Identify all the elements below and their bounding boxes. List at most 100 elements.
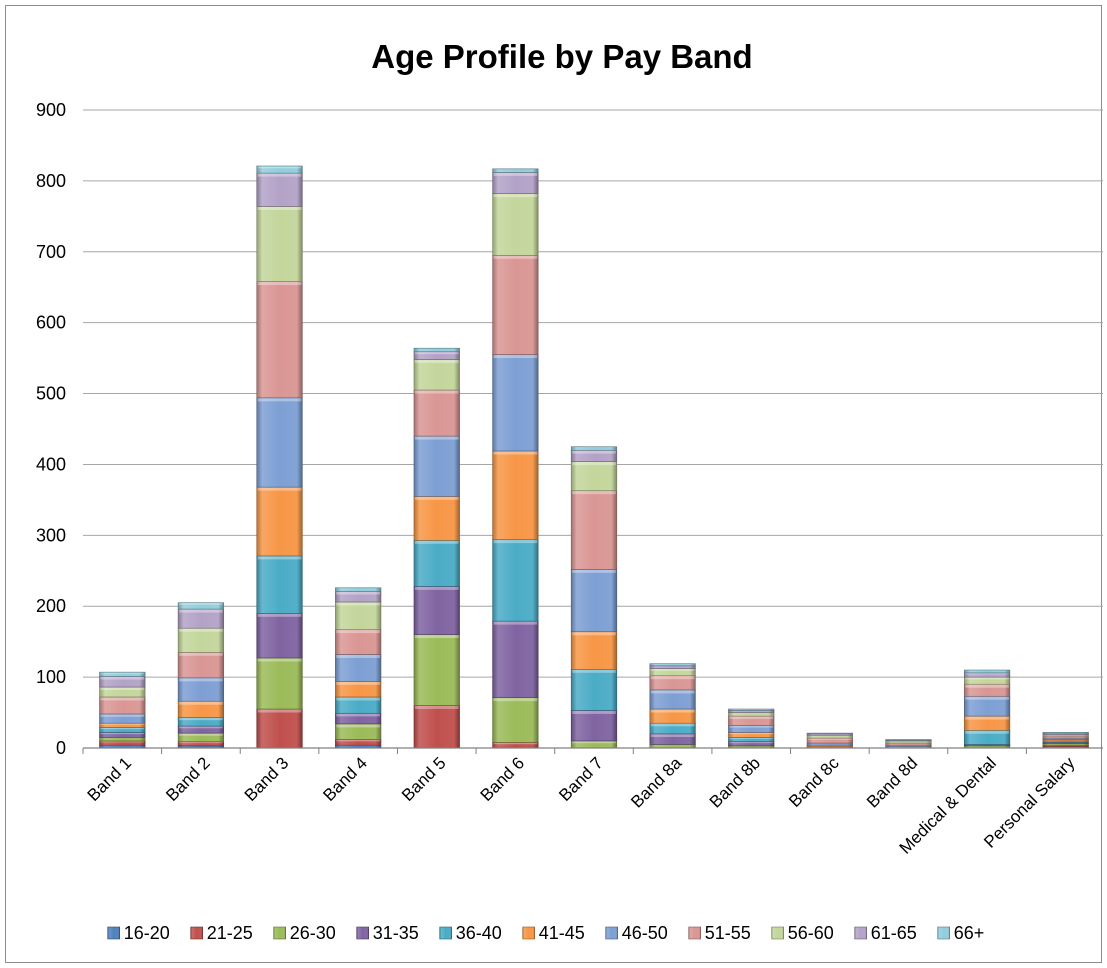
bar-segment-highlight <box>179 718 223 721</box>
bar-segment <box>806 732 853 735</box>
x-category-label: Band 4 <box>319 753 371 805</box>
bar-segment <box>256 613 303 659</box>
bar-segment <box>649 665 696 669</box>
bar-segment <box>963 669 1011 674</box>
bar-segment-highlight <box>572 462 616 466</box>
bar-stack <box>413 347 460 749</box>
bar-segment <box>413 389 460 437</box>
bar-segment <box>335 587 382 592</box>
bar-segment-highlight <box>336 681 380 685</box>
bar-segment <box>885 740 932 744</box>
bar-segment-highlight <box>572 491 616 495</box>
bar-segment <box>177 602 225 610</box>
bar-segment-highlight <box>336 724 380 728</box>
bar-segment <box>728 708 775 711</box>
bar-segment <box>177 651 225 679</box>
x-category-label: Band 8d <box>863 753 921 811</box>
bar-segment-highlight <box>100 676 145 680</box>
bar-segment-highlight <box>572 741 616 744</box>
bar-segment-highlight <box>100 727 145 730</box>
bar-segment-highlight <box>257 206 302 210</box>
chart-frame: Age Profile by Pay Band 0 100 200 300 400 500… <box>5 5 1103 963</box>
legend-swatch <box>439 926 453 940</box>
bar-segment-highlight <box>336 602 380 606</box>
y-tick-label: 900 <box>36 100 66 120</box>
bar-segment <box>492 539 539 622</box>
bar-segment <box>885 739 932 741</box>
bar-segment-highlight <box>965 730 1009 734</box>
bar-stack <box>806 732 853 749</box>
bar-segment <box>335 629 382 655</box>
bar-segment-highlight <box>965 684 1009 688</box>
bar-segment-highlight <box>414 390 459 394</box>
bar-stack <box>963 669 1011 749</box>
bar-segment-highlight <box>257 487 302 491</box>
bar-segment <box>413 586 460 635</box>
legend-label: 51-55 <box>705 923 751 943</box>
bar-segment-highlight <box>414 360 459 364</box>
bar-stack <box>335 587 382 749</box>
bar-segment <box>256 657 303 710</box>
chart-title: Age Profile by Pay Band <box>371 38 752 75</box>
bar-segment <box>649 663 696 667</box>
bar-segment-highlight <box>729 742 774 744</box>
bar-segment-highlight <box>414 352 459 355</box>
x-category-label: Band 7 <box>555 753 607 805</box>
bar-segment-highlight <box>493 451 538 455</box>
bar-segment <box>492 697 539 743</box>
bar-stack <box>177 602 225 749</box>
bar-segment-highlight <box>965 673 1009 675</box>
legend-entry: 21-25 <box>190 923 253 943</box>
bar-segment <box>492 255 539 355</box>
bar-segment-highlight <box>336 630 380 634</box>
bar-segment-highlight <box>572 569 616 573</box>
legend-label: 16-20 <box>124 923 170 943</box>
legend-swatch <box>605 926 619 940</box>
bar-segment-highlight <box>493 621 538 625</box>
legend-entry: 61-65 <box>854 923 917 943</box>
bar-segment <box>492 450 539 540</box>
legend-label: 56-60 <box>788 923 834 943</box>
bar-segment-highlight <box>179 603 223 605</box>
bar-segment-highlight <box>257 658 302 662</box>
bar-segment-highlight <box>729 737 774 739</box>
bar-segment-highlight <box>650 723 695 727</box>
bar-segment-highlight <box>257 398 302 402</box>
bar-segment <box>806 742 853 746</box>
legend-swatch <box>688 926 702 940</box>
y-tick-label: 300 <box>36 525 66 545</box>
bar-segment-highlight <box>965 677 1009 680</box>
legend-label: 26-30 <box>290 923 336 943</box>
bar-stack <box>492 168 539 749</box>
bar-segment-highlight <box>493 742 538 745</box>
bar-segment <box>256 708 303 749</box>
bar-segment <box>570 669 618 711</box>
bar-segment <box>413 496 460 541</box>
bar-segment <box>1042 735 1089 739</box>
bar-segment-highlight <box>100 697 145 701</box>
legend-swatch <box>771 926 785 940</box>
x-category-label: Band 2 <box>162 753 214 805</box>
legend-label: 66+ <box>954 923 985 943</box>
bar-segment <box>413 634 460 706</box>
bar-segment <box>413 705 460 749</box>
bar-segment-highlight <box>729 716 774 719</box>
legend-label: 36-40 <box>456 923 502 943</box>
bar-segment <box>256 165 303 174</box>
legend-label: 61-65 <box>871 923 917 943</box>
bar-segment <box>413 539 460 587</box>
y-tick-label: 600 <box>36 313 66 333</box>
bar-segment-highlight <box>179 609 223 613</box>
bar-segment-highlight <box>100 714 145 717</box>
bar-segment <box>492 620 539 698</box>
bar-segment-highlight <box>650 734 695 737</box>
bar-segment-highlight <box>650 709 695 713</box>
bar-stack <box>99 671 146 749</box>
bar-segment-highlight <box>257 173 302 177</box>
legend-entry: 51-55 <box>688 923 751 943</box>
bar-segment-highlight <box>257 613 302 617</box>
y-tick-label: 400 <box>36 454 66 474</box>
x-category-label: Band 8b <box>706 753 764 811</box>
bar-segment-highlight <box>729 725 774 728</box>
bar-segment-highlight <box>729 732 774 735</box>
